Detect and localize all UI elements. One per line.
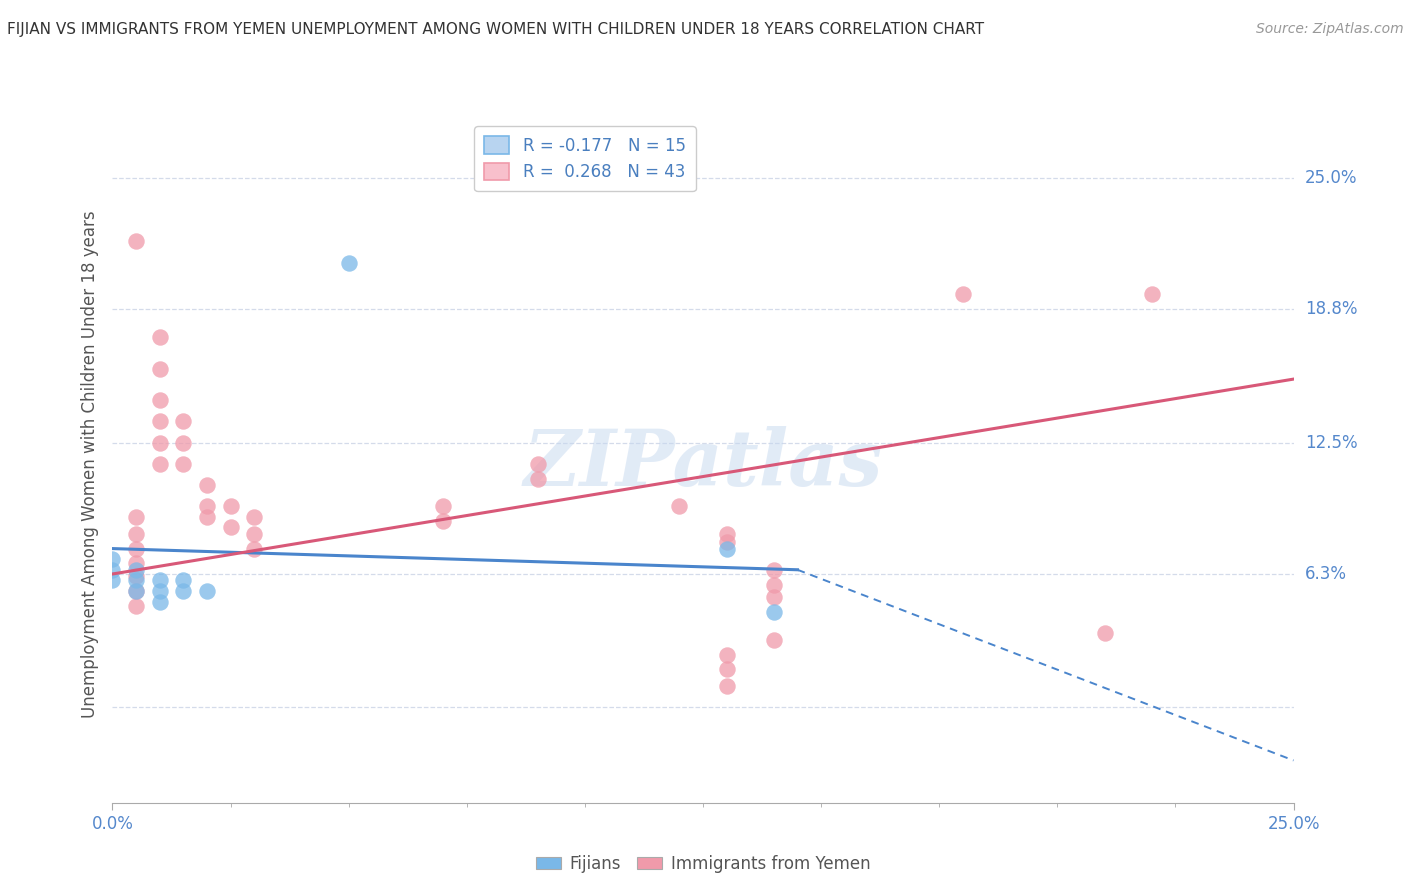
Point [125,526,148,541]
Point [337,255,360,269]
Point [149,393,172,408]
Point [125,599,148,613]
Point [125,509,148,524]
Legend: R = -0.177   N = 15, R =  0.268   N = 43: R = -0.177 N = 15, R = 0.268 N = 43 [474,127,696,191]
Point [125,574,148,588]
Point [243,526,266,541]
Point [716,679,738,693]
Point [195,509,218,524]
Point [125,541,148,556]
Text: 25.0%: 25.0% [1305,169,1357,186]
Point [125,583,148,598]
Point [716,526,738,541]
Point [195,478,218,492]
Point [125,557,148,571]
Point [172,457,194,471]
Point [125,569,148,583]
Point [149,361,172,376]
Point [952,287,974,301]
Text: ZIPatlas: ZIPatlas [523,425,883,502]
Point [762,591,785,605]
Point [172,574,194,588]
Point [432,514,454,528]
Point [668,500,690,514]
Text: 6.3%: 6.3% [1305,565,1347,583]
Point [101,552,124,566]
Point [219,500,242,514]
Point [149,457,172,471]
Point [125,563,148,577]
Text: 12.5%: 12.5% [1305,434,1357,451]
Point [172,583,194,598]
Point [149,414,172,429]
Point [716,535,738,549]
Point [762,632,785,647]
Point [243,541,266,556]
Text: 18.8%: 18.8% [1305,301,1357,318]
Legend: Fijians, Immigrants from Yemen: Fijians, Immigrants from Yemen [529,848,877,880]
Point [149,330,172,344]
Point [716,662,738,676]
Point [1094,626,1116,640]
Point [195,500,218,514]
Point [526,128,548,143]
Point [149,583,172,598]
Point [125,583,148,598]
Point [762,577,785,591]
Point [432,500,454,514]
Point [762,563,785,577]
Y-axis label: Unemployment Among Women with Children Under 18 years: Unemployment Among Women with Children U… [80,210,98,718]
Point [101,563,124,577]
Point [1140,287,1163,301]
Point [762,605,785,619]
Point [526,472,548,486]
Text: FIJIAN VS IMMIGRANTS FROM YEMEN UNEMPLOYMENT AMONG WOMEN WITH CHILDREN UNDER 18 : FIJIAN VS IMMIGRANTS FROM YEMEN UNEMPLOY… [7,22,984,37]
Point [195,583,218,598]
Text: Source: ZipAtlas.com: Source: ZipAtlas.com [1256,22,1403,37]
Point [526,457,548,471]
Point [172,414,194,429]
Point [716,648,738,662]
Point [149,594,172,608]
Point [125,235,148,249]
Point [243,509,266,524]
Point [716,541,738,556]
Point [149,435,172,450]
Point [149,574,172,588]
Point [219,520,242,534]
Point [101,574,124,588]
Point [172,435,194,450]
